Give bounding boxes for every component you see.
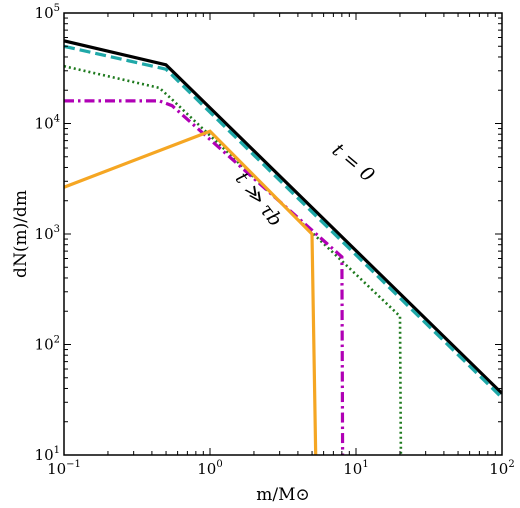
series-line-2 bbox=[64, 44, 502, 399]
x-tick-label: 101 bbox=[343, 459, 368, 478]
series-line-3 bbox=[64, 64, 403, 455]
series-layer bbox=[64, 39, 502, 455]
series-line-1 bbox=[64, 39, 502, 395]
series-line-5 bbox=[64, 129, 318, 455]
x-axis-label: m/M⊙ bbox=[256, 485, 310, 505]
x-tick-label: 100 bbox=[197, 459, 222, 478]
plot-frame bbox=[63, 12, 503, 456]
y-tick-label: 104 bbox=[35, 114, 60, 133]
series-line-4 bbox=[64, 99, 345, 455]
ticks-layer: 10−1 100 101 102 101 102 103 104 105 bbox=[35, 3, 515, 478]
x-tick-label: 10−1 bbox=[47, 459, 81, 478]
y-tick-label: 103 bbox=[35, 224, 60, 243]
annotation-1: t = 0 bbox=[328, 139, 379, 187]
x-tick-label: 102 bbox=[489, 459, 514, 478]
y-tick-label: 101 bbox=[35, 445, 60, 464]
y-tick-label: 102 bbox=[35, 335, 60, 354]
y-tick-label: 105 bbox=[35, 3, 60, 22]
y-axis-label: dN(m)/dm bbox=[11, 190, 31, 278]
